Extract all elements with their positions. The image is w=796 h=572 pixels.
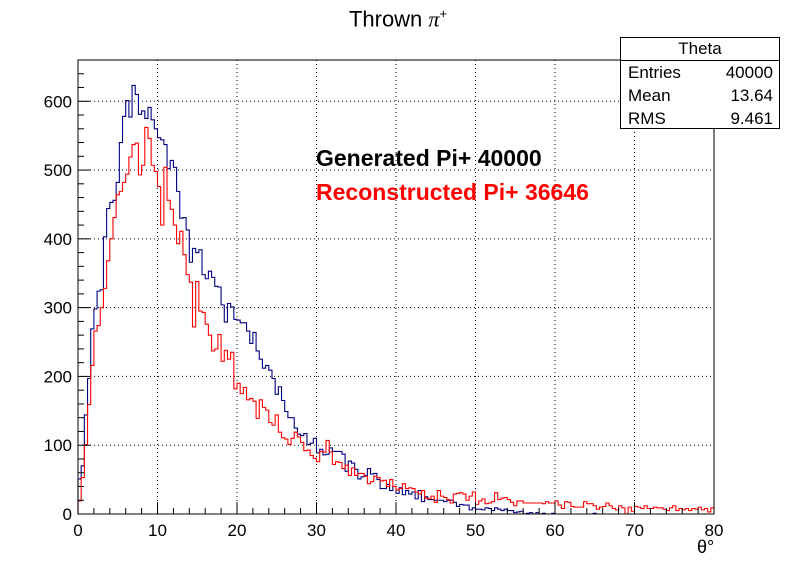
stats-box: Theta Entries 40000 Mean 13.64 RMS 9.461: [620, 37, 780, 129]
title-text: Thrown: [348, 6, 423, 32]
stats-entries-row: Entries 40000: [621, 61, 779, 84]
stats-entries-label: Entries: [628, 63, 681, 82]
x-axis-label: θ°: [697, 537, 715, 557]
title-pi-symbol: π: [428, 6, 440, 32]
title-superscript: +: [439, 6, 448, 21]
stats-mean-value: 13.64: [730, 86, 773, 105]
x-tick-label: 10: [148, 521, 167, 540]
x-tick-label: 70: [625, 521, 644, 540]
y-tick-label: 500: [44, 161, 72, 180]
x-tick-label: 60: [546, 521, 565, 540]
generated-annotation: Generated Pi+ 40000: [316, 145, 542, 171]
stats-mean-row: Mean 13.64: [621, 84, 779, 107]
y-tick-label: 0: [63, 505, 72, 524]
chart-title: Thrown π+: [0, 6, 796, 32]
y-tick-label: 600: [44, 92, 72, 111]
x-tick-label: 40: [387, 521, 406, 540]
y-tick-label: 200: [44, 367, 72, 386]
x-tick-label: 30: [307, 521, 326, 540]
x-tick-label: 0: [73, 521, 82, 540]
x-tick-label: 80: [705, 521, 724, 540]
stats-rms-value: 9.461: [730, 109, 773, 128]
reconstructed-histogram: [77, 126, 715, 515]
x-tick-label: 20: [228, 521, 247, 540]
y-tick-label: 400: [44, 230, 72, 249]
grid-layer: [78, 60, 714, 514]
stats-entries-value: 40000: [725, 63, 773, 82]
stats-rms-row: RMS 9.461: [621, 107, 779, 130]
x-tick-label: 50: [466, 521, 485, 540]
reconstructed-annotation: Reconstructed Pi+ 36646: [316, 179, 589, 205]
y-tick-label: 300: [44, 299, 72, 318]
stats-name: Theta: [621, 38, 779, 61]
stats-mean-label: Mean: [628, 86, 671, 105]
stats-rms-label: RMS: [628, 109, 666, 128]
axis-layer: 0 10 20 30 40 50 60 70 80 0 100 200 300 400 500 600: [44, 59, 724, 540]
y-tick-label: 100: [44, 436, 72, 455]
